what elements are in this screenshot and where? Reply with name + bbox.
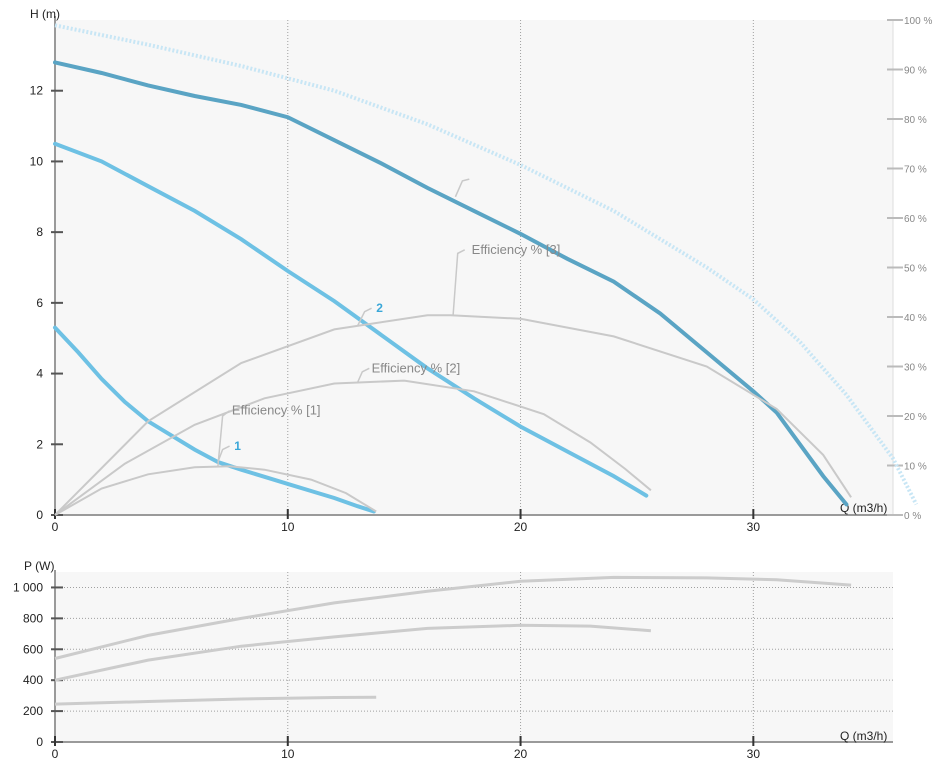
head-y-tick-label: 10: [30, 154, 44, 168]
efficiency-curve-2: [54, 379, 652, 516]
power-x-tick-label: 0: [52, 747, 59, 761]
label-leader-line: [217, 410, 231, 467]
efficiency-curve-label: Efficiency % [1]: [232, 403, 321, 418]
head-x-tick-label: 30: [747, 520, 761, 534]
power-y-tick-label: 600: [23, 642, 43, 656]
power-curve-1: [54, 575, 852, 660]
label-leader-line: [356, 307, 372, 327]
power-x-tick-label: 10: [281, 747, 295, 761]
power-y-tick-label: 800: [23, 611, 43, 625]
head-plot-area: [55, 20, 893, 515]
efficiency-curve-3: [54, 314, 852, 516]
power-x-tick-label: 30: [747, 747, 761, 761]
curve-number-label: 1: [234, 439, 241, 453]
head-y2-tick-label: 40 %: [904, 313, 927, 324]
head-y-tick-label: 12: [30, 84, 44, 98]
power-curve-3: [54, 695, 377, 706]
head-y2-tick-label: 30 %: [904, 363, 927, 374]
head-y-tick-label: 0: [36, 508, 43, 522]
head-x-tick-label: 20: [514, 520, 528, 534]
power-y-tick-label: 200: [23, 704, 43, 718]
head-x-axis-title: Q (m3/h): [840, 501, 887, 515]
power-y-tick-label: 400: [23, 673, 43, 687]
head-y2-tick-label: 70 %: [904, 165, 927, 176]
head-y-tick-label: 6: [36, 296, 43, 310]
label-leader-line: [452, 249, 466, 316]
head-curve-3: [53, 60, 849, 507]
power-x-tick-label: 20: [514, 747, 528, 761]
head-y2-tick-label: 100 %: [904, 16, 932, 27]
head-y2-tick-label: 60 %: [904, 214, 927, 225]
head-y-tick-label: 2: [36, 437, 43, 451]
label-leader-line: [217, 445, 230, 463]
label-leader-line: [454, 178, 470, 198]
label-leader-line: [356, 367, 370, 383]
head-y2-tick-label: 10 %: [904, 462, 927, 473]
head-curve-2: [53, 141, 649, 498]
power-x-axis-title: Q (m3/h): [840, 729, 887, 743]
head-x-tick-label: 10: [281, 520, 295, 534]
power-plot-area: [55, 572, 893, 742]
power-curve-2: [54, 623, 652, 682]
efficiency-curve-label: Efficiency % [3]: [472, 242, 561, 257]
power-y-tick-label: 0: [36, 735, 43, 749]
head-y2-tick-label: 0 %: [904, 511, 921, 522]
head-y2-tick-label: 50 %: [904, 264, 927, 275]
efficiency-curve-1: [54, 465, 377, 516]
head-y-tick-label: 8: [36, 225, 43, 239]
head-y-axis-title: H (m): [30, 7, 60, 21]
efficiency-curve-label: Efficiency % [2]: [372, 360, 461, 375]
head-x-tick-label: 0: [52, 520, 59, 534]
head-y2-tick-label: 90 %: [904, 66, 927, 77]
head-y2-tick-label: 80 %: [904, 115, 927, 126]
power-y-axis-title: P (W): [24, 559, 54, 573]
curve-number-label: 2: [376, 301, 383, 315]
power-y-tick-label: 1 000: [13, 580, 43, 594]
head-y-tick-label: 4: [36, 367, 43, 381]
head-y2-tick-label: 20 %: [904, 412, 927, 423]
